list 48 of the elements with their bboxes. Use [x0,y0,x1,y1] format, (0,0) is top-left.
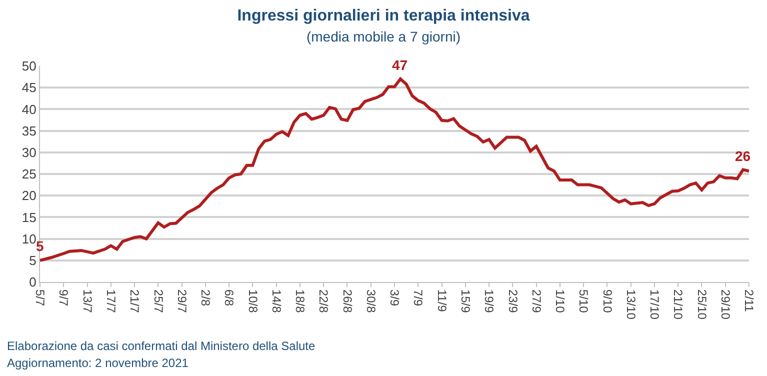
x-tick-label: 5/10 [576,289,591,314]
x-tick-label: 17/10 [648,289,662,320]
y-tick-label: 50 [22,58,36,74]
y-tick-label: 30 [22,144,36,160]
x-tick-label: 21/10 [671,289,686,320]
y-tick-label: 0 [29,274,36,290]
x-tick-label: 25/10 [694,289,709,320]
x-tick-label: 5/7 [33,289,48,306]
x-tick-label: 25/7 [151,289,166,314]
x-tick-label: 9/7 [56,289,71,306]
x-tick-label: 6/8 [222,289,236,306]
chart-subtitle: (media mobile a 7 giorni) [306,28,461,44]
x-tick-label: 23/9 [506,289,520,314]
x-tick-label: 29/7 [174,289,189,314]
x-tick-label: 26/8 [340,289,354,314]
text: Elaborazione da casi confermati dal Ministero della Salute [7,339,316,353]
x-tick-label: 30/8 [364,289,378,314]
chart-title: Ingressi giornalieri in terapia intensiva [237,8,530,25]
x-tick-label: 19/9 [482,289,496,314]
y-tick-label: 40 [22,102,36,117]
y-tick-label: 45 [22,80,36,96]
x-tick-label: 15/9 [458,289,472,314]
x-tick-label: 27/9 [529,289,544,314]
annotation: 47 [392,57,408,73]
x-tick-label: 9/10 [600,289,614,314]
y-tick-label: 20 [22,188,36,204]
x-tick-label: 21/7 [128,289,142,314]
x-tick-label: 11/9 [434,289,449,312]
y-tick-label: 25 [22,166,36,182]
x-tick-label: 17/7 [104,289,118,314]
x-tick-label: 3/9 [388,289,402,306]
x-tick-label: 13/10 [624,289,638,320]
x-tick-label: 22/8 [316,289,331,314]
y-tick-label: 5 [29,252,36,268]
annotation: 26 [735,148,751,164]
x-tick-label: 29/10 [718,289,732,320]
y-tick-label: 35 [22,123,36,138]
x-tick-label: 2/8 [198,289,213,306]
text: Aggiornamento: 2 novembre 2021 [7,356,189,370]
y-tick-label: 10 [22,231,36,246]
x-tick-label: 1/10 [553,289,568,314]
x-tick-label: 2/11 [742,289,756,312]
x-tick-label: 7/9 [411,289,426,306]
y-tick-label: 15 [22,210,36,225]
x-tick-label: 13/7 [80,289,94,314]
x-tick-label: 14/8 [269,289,284,314]
x-tick-label: 18/8 [293,289,308,314]
x-tick-label: 10/8 [246,289,260,314]
